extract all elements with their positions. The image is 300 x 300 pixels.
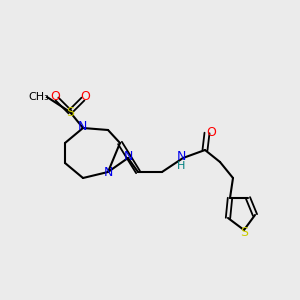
Text: H: H	[177, 161, 185, 171]
Text: N: N	[77, 121, 87, 134]
Text: O: O	[80, 91, 90, 103]
Text: CH₃: CH₃	[28, 92, 50, 102]
Text: N: N	[123, 151, 133, 164]
Text: S: S	[240, 226, 248, 238]
Text: O: O	[206, 127, 216, 140]
Text: O: O	[50, 91, 60, 103]
Text: N: N	[176, 151, 186, 164]
Text: S: S	[66, 106, 74, 118]
Text: N: N	[103, 167, 113, 179]
